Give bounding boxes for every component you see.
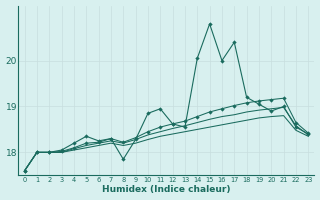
X-axis label: Humidex (Indice chaleur): Humidex (Indice chaleur): [102, 185, 231, 194]
